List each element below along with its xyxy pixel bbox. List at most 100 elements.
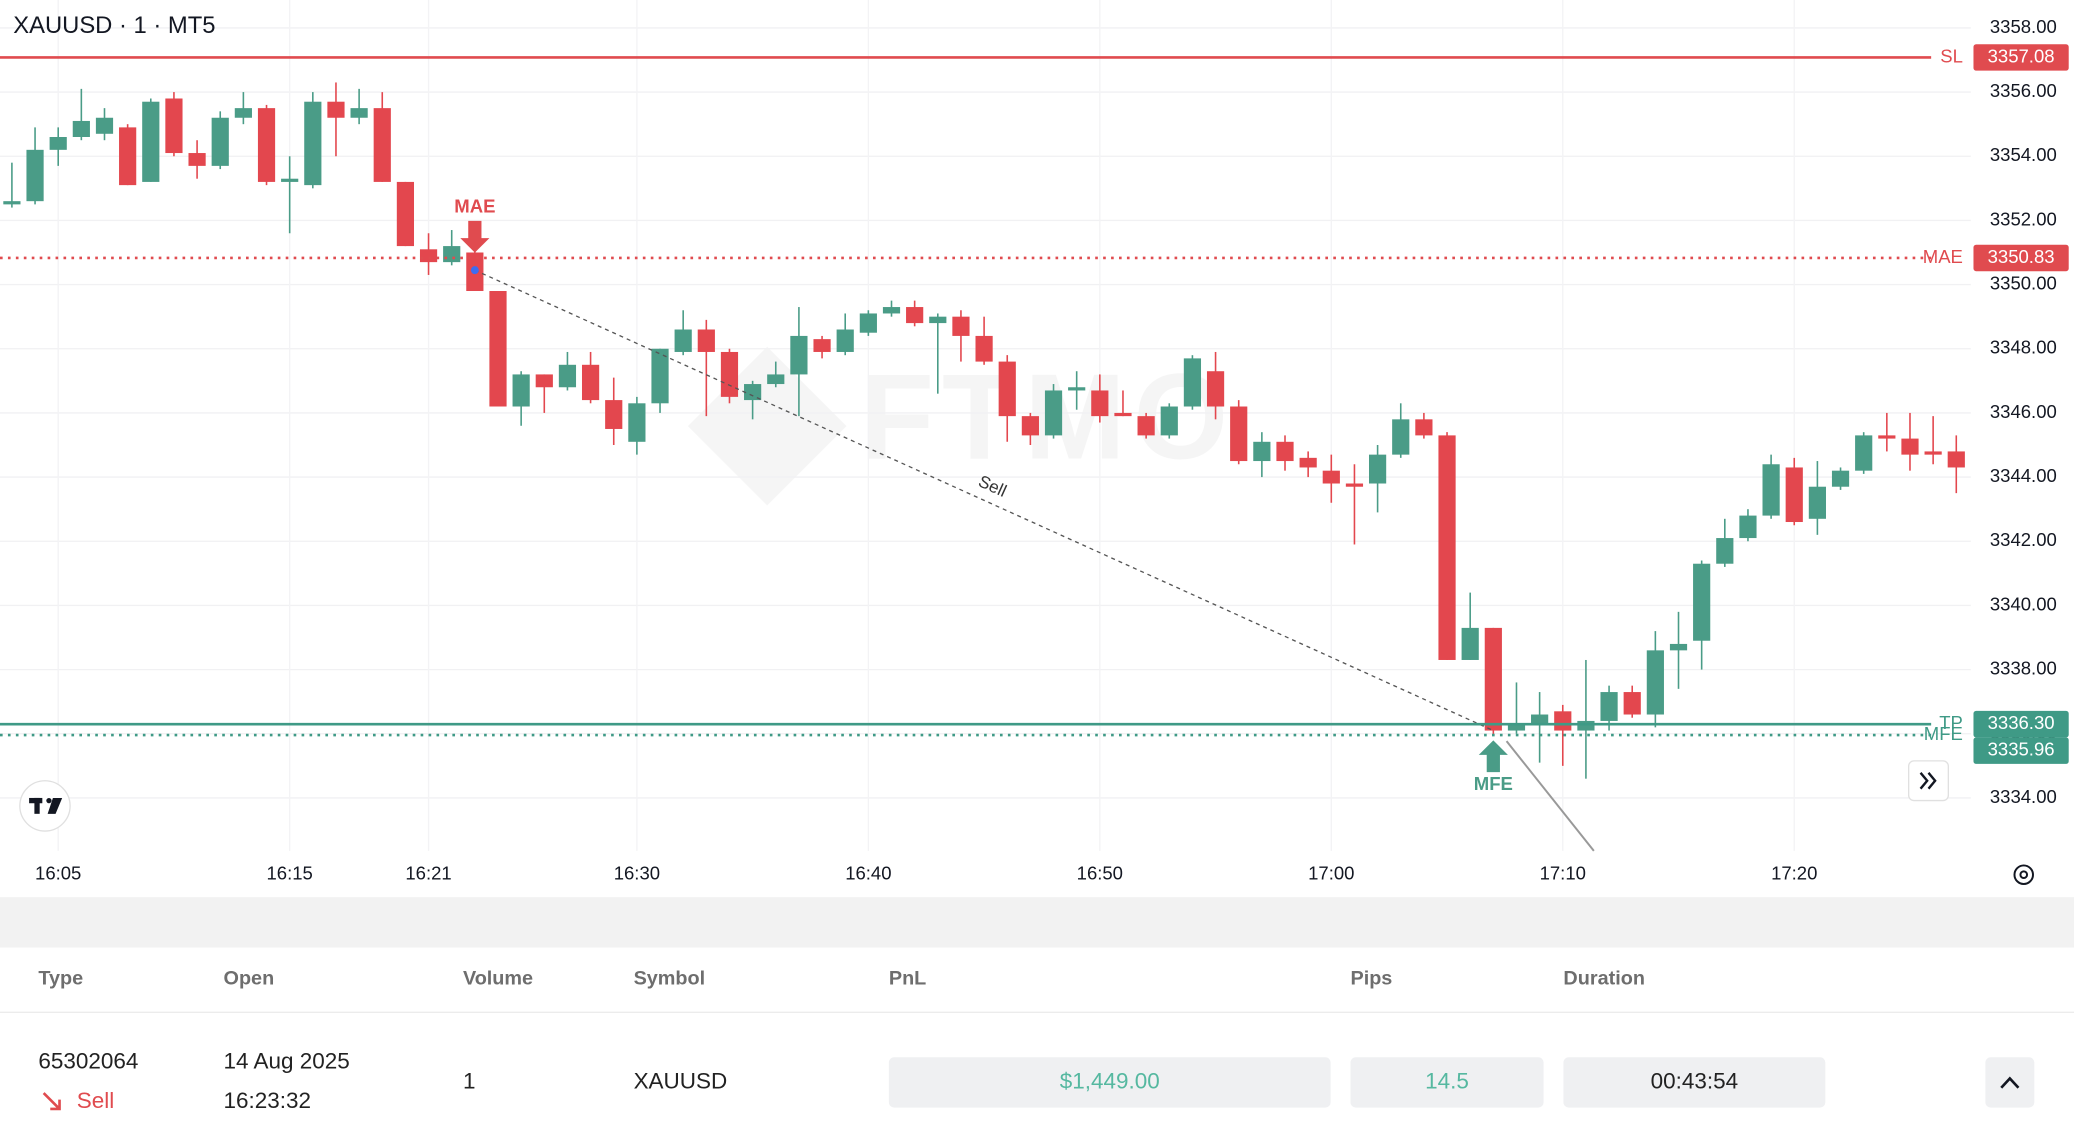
column-header: Duration (1563, 967, 1644, 989)
y-tick-label: 3344.00 (1990, 465, 2057, 486)
candle-body (1345, 483, 1364, 487)
sell-icon (42, 1092, 61, 1111)
candle-body (1808, 486, 1826, 519)
level-name: MAE (1923, 246, 1963, 267)
candle-body (1091, 390, 1109, 417)
scroll-to-latest-button[interactable] (1908, 760, 1950, 802)
y-tick-label: 3334.00 (1990, 786, 2057, 807)
candle-body (1322, 470, 1340, 484)
pnl-pill (888, 1057, 1331, 1108)
candle-body (95, 117, 114, 134)
candle-body (1693, 563, 1711, 641)
candle-body (1785, 467, 1803, 523)
candle-body (628, 403, 646, 442)
candle-body (952, 316, 970, 336)
candle-body (813, 339, 831, 352)
candle-body (605, 400, 623, 429)
candle-body (26, 149, 44, 202)
column-header: Type (38, 967, 83, 989)
candle-body (1368, 454, 1387, 484)
candle-body (1415, 419, 1433, 436)
collapse-button[interactable] (1985, 1057, 2035, 1108)
level-name: TP (1939, 712, 1963, 733)
marker-arrow (460, 220, 490, 253)
candle-body (165, 98, 183, 154)
candle-body (1554, 711, 1572, 731)
candle-body (234, 108, 252, 118)
pnl: $1,449.00 (1060, 1068, 1160, 1093)
candle-body (1646, 650, 1664, 715)
candle-body (1392, 419, 1410, 455)
pips-pill (1350, 1057, 1544, 1108)
candle-body (882, 307, 901, 314)
marker-arrow (1478, 740, 1508, 773)
candle-body (1160, 406, 1178, 436)
candle-body (443, 246, 461, 263)
plot: FTMOSellMAEMFE (0, 0, 1971, 852)
candle-body (1021, 416, 1039, 436)
candle-body (3, 201, 21, 205)
candle-body (1206, 371, 1225, 407)
marker-label: MAE (454, 196, 495, 217)
y-tick-label: 3348.00 (1990, 337, 2057, 358)
y-tick-label: 3338.00 (1990, 657, 2057, 678)
level-name: SL (1940, 45, 1963, 66)
level-price-box (1973, 44, 2069, 71)
level-price: 3357.08 (1988, 45, 2055, 66)
candle-body (142, 101, 160, 182)
settings-button[interactable] (2013, 864, 2034, 885)
table-background (0, 947, 2074, 1142)
x-tick-label: 16:50 (1077, 863, 1123, 884)
candle-body (49, 137, 67, 150)
candle-body (1901, 438, 1919, 455)
candle-body (674, 329, 692, 352)
x-tick-label: 16:30 (614, 863, 660, 884)
candle-body (581, 364, 600, 401)
candle-body (489, 291, 507, 407)
candle-body (350, 108, 368, 118)
column-header: Open (224, 967, 275, 989)
level-price: 3335.96 (1988, 738, 2055, 759)
level-price: 3350.83 (1988, 246, 2055, 267)
y-tick-label: 3352.00 (1990, 208, 2057, 229)
candle-body (1068, 387, 1086, 391)
candle-body (1739, 515, 1757, 539)
y-tick-label: 3354.00 (1990, 144, 2057, 165)
level-price: 3336.30 (1988, 712, 2055, 733)
candle-body (1831, 470, 1850, 487)
candle-body (327, 101, 345, 118)
marker-label: MFE (1474, 773, 1513, 794)
candle-body (906, 307, 924, 324)
candle-body (651, 348, 669, 404)
y-tick-label: 3350.00 (1990, 272, 2057, 293)
candle-body (1461, 627, 1479, 660)
candle-body (1924, 451, 1942, 455)
candle-body (281, 178, 299, 182)
column-header: PnL (889, 967, 926, 989)
level-price-box (1973, 737, 2069, 764)
candle-body (1137, 416, 1155, 436)
chart-title: XAUUSD · 1 · MT5 (13, 12, 215, 39)
x-tick-label: 16:21 (405, 863, 451, 884)
candle-body (859, 313, 877, 333)
entry-dot (470, 266, 479, 275)
tradingview-logo[interactable] (19, 780, 71, 832)
candle-body (1253, 441, 1271, 462)
duration: 00:43:54 (1651, 1068, 1739, 1093)
candle-body (1855, 435, 1873, 471)
candle-body (72, 120, 90, 138)
position-id: 65302064 (38, 1049, 138, 1074)
candle-body (535, 374, 553, 388)
pips: 14.5 (1425, 1068, 1469, 1093)
candle-body (1762, 464, 1780, 516)
candle-body (1438, 435, 1456, 660)
candle-body (1044, 390, 1063, 436)
x-tick-label: 17:20 (1771, 863, 1817, 884)
candle-body (396, 181, 415, 247)
candle-body (1623, 692, 1641, 715)
y-tick-label: 3340.00 (1990, 593, 2057, 614)
candle-body (1878, 435, 1896, 439)
candle-body (998, 361, 1016, 417)
candle-body (975, 335, 993, 362)
candle-body (1669, 643, 1688, 651)
